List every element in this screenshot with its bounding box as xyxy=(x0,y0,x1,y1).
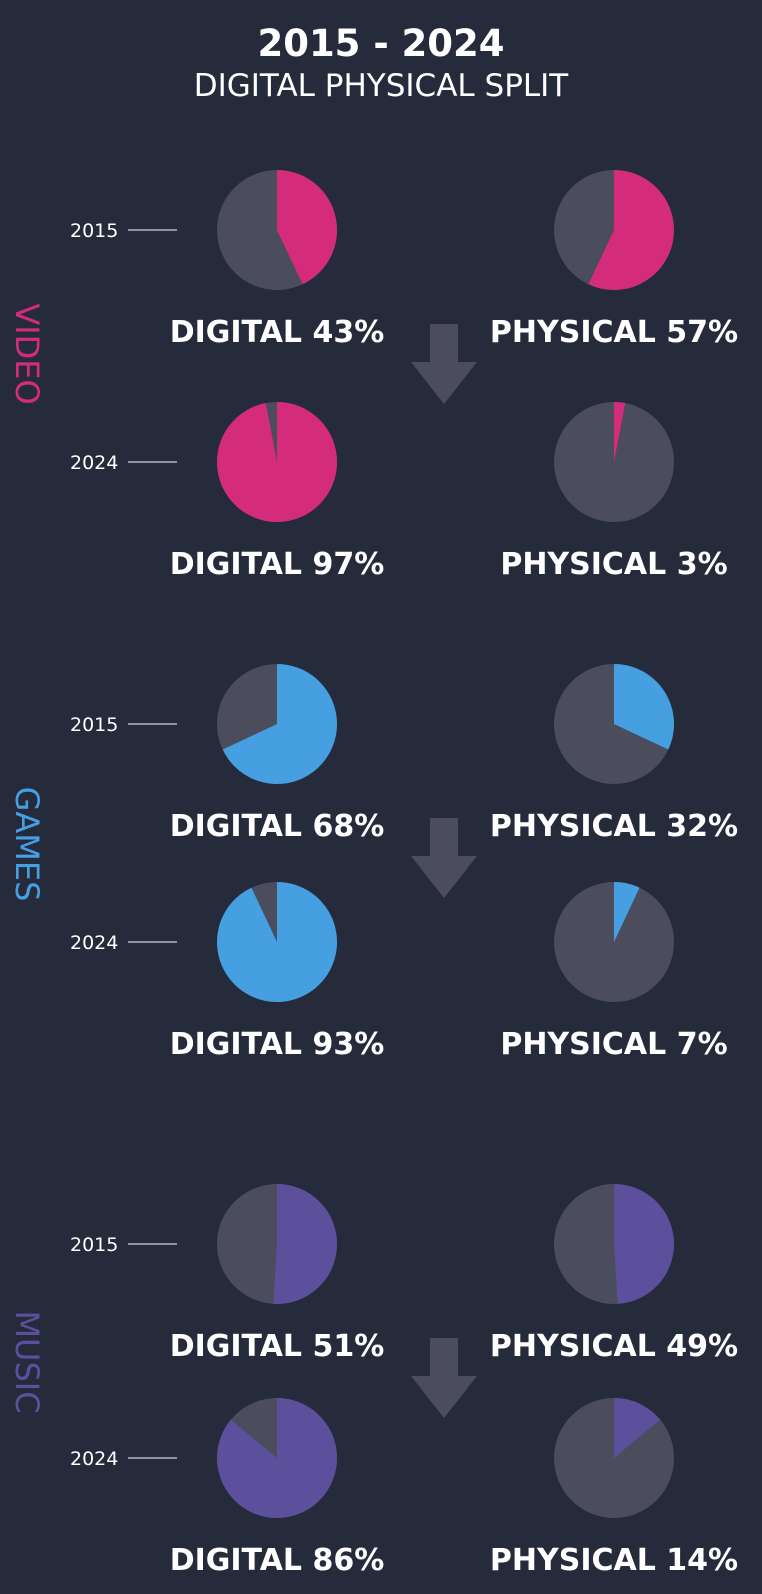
year-label-video-2015: 2015 xyxy=(70,220,118,242)
pie-digital-video-2015-slice xyxy=(277,170,338,285)
pie-physical-music-2015-slice xyxy=(614,1184,674,1304)
physical-label-games-2015: PHYSICAL 32% xyxy=(490,809,738,844)
year-label-games-2015: 2015 xyxy=(70,714,118,736)
physical-label-music-2024: PHYSICAL 14% xyxy=(490,1543,738,1578)
pie-digital-video-2024-slice xyxy=(216,402,337,523)
digital-label-video-2015: DIGITAL 43% xyxy=(170,315,385,350)
pie-digital-games-2015-slice xyxy=(222,664,337,784)
down-arrow-games xyxy=(411,818,477,898)
section-label-games: GAMES xyxy=(8,787,46,902)
pie-physical-video-2015-slice xyxy=(588,170,674,290)
year-label-music-2024: 2024 xyxy=(70,1448,118,1470)
digital-label-games-2015: DIGITAL 68% xyxy=(170,809,385,844)
pie-digital-games-2024-slice xyxy=(216,882,337,1002)
physical-label-video-2024: PHYSICAL 3% xyxy=(500,547,727,582)
physical-label-video-2015: PHYSICAL 57% xyxy=(490,315,738,350)
pie-physical-music-2024-slice xyxy=(614,1398,661,1458)
year-label-video-2024: 2024 xyxy=(70,452,118,474)
digital-label-games-2024: DIGITAL 93% xyxy=(170,1027,385,1062)
down-arrow-video xyxy=(411,324,477,404)
pie-physical-games-2015-slice xyxy=(614,664,675,750)
pie-physical-games-2024-slice xyxy=(614,882,640,942)
pie-digital-music-2024-slice xyxy=(216,1398,337,1518)
page-subtitle: DIGITAL PHYSICAL SPLIT xyxy=(193,68,569,104)
physical-label-games-2024: PHYSICAL 7% xyxy=(500,1027,727,1062)
pie-physical-video-2024-slice xyxy=(614,402,626,462)
section-label-video: VIDEO xyxy=(8,303,46,404)
page-title: 2015 - 2024 xyxy=(257,22,505,65)
down-arrow-music xyxy=(411,1338,477,1418)
year-label-music-2015: 2015 xyxy=(70,1234,118,1256)
digital-label-video-2024: DIGITAL 97% xyxy=(170,547,385,582)
physical-label-music-2015: PHYSICAL 49% xyxy=(490,1329,738,1364)
digital-label-music-2024: DIGITAL 86% xyxy=(170,1543,385,1578)
section-label-music: MUSIC xyxy=(8,1310,46,1413)
year-label-games-2024: 2024 xyxy=(70,932,118,954)
pie-digital-music-2015-slice xyxy=(273,1184,338,1304)
digital-label-music-2015: DIGITAL 51% xyxy=(170,1329,385,1364)
